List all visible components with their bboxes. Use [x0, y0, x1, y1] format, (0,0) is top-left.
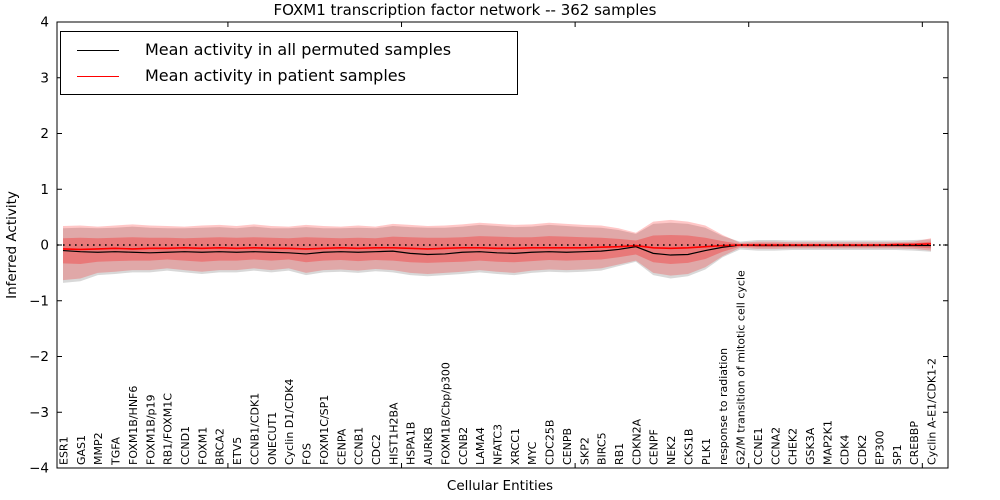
- band-patient-samples-range-inner: [63, 234, 931, 264]
- x-category-label: CREBBP: [908, 421, 921, 465]
- mean-line-patient: [62, 243, 932, 251]
- x-category-label: SP1: [891, 444, 904, 465]
- x-category-label: CDKN2A: [630, 418, 643, 465]
- x-category-label: CCNE1: [752, 427, 765, 465]
- y-tick-label: 3: [40, 70, 49, 86]
- x-category-label: CCNB1: [353, 427, 366, 465]
- x-category-label: Cyclin D1/CDK4: [283, 379, 296, 465]
- x-category-label: GAS1: [75, 435, 88, 465]
- legend-label-patient: Mean activity in patient samples: [145, 66, 406, 85]
- x-category-label: LAMA4: [474, 427, 487, 465]
- x-category-label: CENPB: [561, 428, 574, 465]
- x-category-label: CCND1: [179, 426, 192, 465]
- x-category-label: CCNA2: [769, 427, 782, 465]
- x-category-label: HSPA1B: [405, 422, 418, 465]
- x-category-label: CDC25B: [544, 420, 557, 465]
- x-category-label: BRCA2: [214, 428, 227, 465]
- x-category-label: ESR1: [58, 436, 71, 465]
- x-category-label: MMP2: [92, 432, 105, 465]
- x-category-label: CDK4: [839, 435, 852, 465]
- x-category-label: MAP2K1: [821, 420, 834, 465]
- x-category-label: GSK3A: [804, 427, 817, 465]
- x-category-label: NEK2: [665, 436, 678, 465]
- y-tick-label: −4: [29, 461, 49, 477]
- x-category-label: BIRC5: [596, 432, 609, 465]
- x-category-label: NFATC3: [492, 424, 505, 465]
- x-category-label: RB1/FOXM1C: [162, 393, 175, 465]
- x-category-label: AURKB: [422, 427, 435, 465]
- y-tick-label: −1: [29, 293, 49, 309]
- x-category-label: FOXM1C/SP1: [318, 395, 331, 465]
- x-category-label: MYC: [526, 441, 539, 465]
- legend: Mean activity in all permuted samples Me…: [60, 31, 518, 95]
- x-category-label: SKP2: [578, 437, 591, 465]
- legend-line-sample-red: [77, 75, 119, 77]
- x-category-label: CENPF: [648, 429, 661, 465]
- x-category-label: CENPA: [335, 428, 348, 465]
- x-category-label: FOS: [301, 443, 314, 465]
- legend-line-sample-black: [77, 49, 119, 51]
- x-category-label: ETV5: [231, 437, 244, 465]
- x-category-label: response to radiation: [717, 348, 730, 465]
- legend-item-permuted: Mean activity in all permuted samples: [77, 42, 517, 58]
- x-category-label: CDC2: [370, 434, 383, 465]
- x-category-label: CCNB1/CDK1: [248, 393, 261, 465]
- y-tick-label: −3: [29, 405, 49, 421]
- y-tick-label: 1: [40, 182, 49, 198]
- x-category-label: RB1: [613, 443, 626, 465]
- x-category-label: FOXM1B/Cbp/p300: [439, 362, 452, 465]
- x-category-label: HIST1H2BA: [387, 402, 400, 465]
- y-tick-label: 2: [40, 126, 49, 142]
- x-category-label: G2/M transition of mitotic cell cycle: [735, 270, 748, 465]
- x-category-label: FOXM1B/HNF6: [127, 386, 140, 465]
- chart-title: FOXM1 transcription factor network -- 36…: [273, 1, 657, 19]
- x-category-label: ONECUT1: [266, 412, 279, 465]
- x-category-label: CHEK2: [787, 428, 800, 465]
- x-category-label: CCNB2: [457, 427, 470, 465]
- x-category-label: XRCC1: [509, 428, 522, 465]
- band-patient-samples-range-outer: [63, 219, 931, 281]
- x-category-label: PLK1: [700, 438, 713, 465]
- x-category-label: CKS1B: [682, 429, 695, 465]
- x-category-label: EP300: [873, 430, 886, 465]
- y-tick-label: 0: [40, 238, 49, 254]
- x-category-label: FOXM1B/p19: [144, 394, 157, 465]
- x-category-label: Cyclin A-E1/CDK1-2: [926, 358, 939, 465]
- legend-label-permuted: Mean activity in all permuted samples: [145, 40, 452, 59]
- x-category-label: TGFA: [110, 436, 123, 466]
- y-tick-label: −2: [29, 349, 49, 365]
- y-axis-label: Inferred Activity: [4, 191, 20, 299]
- y-tick-label: 4: [40, 15, 49, 31]
- x-category-label: FOXM1: [196, 427, 209, 465]
- x-category-label: CDK2: [856, 435, 869, 465]
- legend-item-patient: Mean activity in patient samples: [77, 68, 517, 84]
- x-axis-label: Cellular Entities: [446, 478, 554, 494]
